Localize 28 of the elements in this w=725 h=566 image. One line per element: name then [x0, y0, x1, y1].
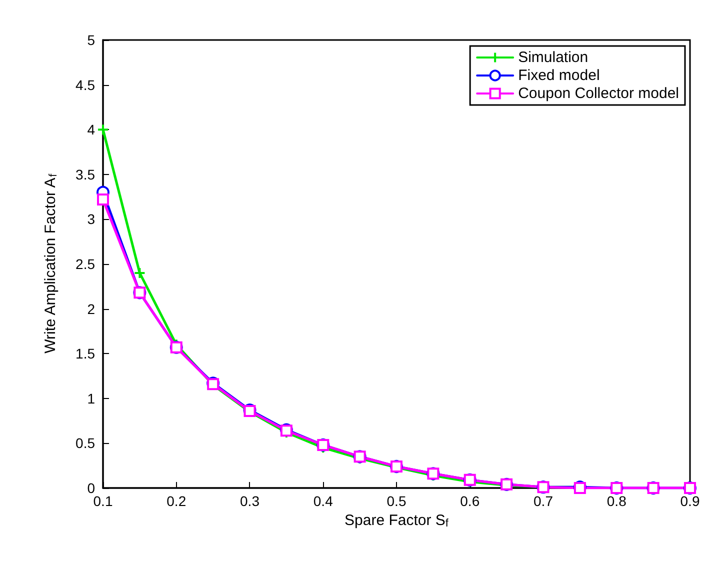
y-tick-label: 4	[87, 122, 96, 138]
x-axis-title: Spare Factor Sf	[344, 512, 450, 530]
point	[97, 193, 109, 206]
point	[134, 266, 146, 279]
y-tick-label: 4.5	[76, 76, 96, 93]
y-tick-label: 0	[87, 480, 96, 496]
y-tick-label: 1.5	[76, 346, 96, 362]
y-tick-label: 3.5	[76, 166, 96, 182]
y-tick-label: 1	[87, 390, 96, 406]
x-tick-label: 0.1	[93, 493, 113, 509]
y-tick-label: 3	[87, 211, 96, 228]
x-tick-label: 0.4	[313, 493, 334, 509]
x-tick-label: 0.8	[606, 493, 627, 509]
x-tick-label: 0.7	[534, 493, 554, 509]
x-tick-label: 0.3	[240, 493, 260, 509]
x-tick-label: 0.5	[386, 493, 406, 509]
legend-label: Fixed model	[518, 67, 600, 84]
legend-label: Simulation	[518, 49, 588, 66]
point	[97, 124, 109, 136]
y-tick-label: 0.5	[76, 435, 96, 452]
y-tick-label: 2	[87, 300, 96, 317]
y-axis-title: Write Amplication Factor Af	[42, 172, 60, 354]
legend-label: Coupon Collector model	[518, 85, 679, 102]
y-tick-label: 5	[87, 32, 96, 48]
x-tick-label: 0.2	[166, 493, 186, 509]
x-tick-label: 0.6	[460, 493, 480, 509]
x-tick-label: 0.9	[680, 493, 700, 509]
y-tick-label: 2.5	[76, 256, 96, 272]
